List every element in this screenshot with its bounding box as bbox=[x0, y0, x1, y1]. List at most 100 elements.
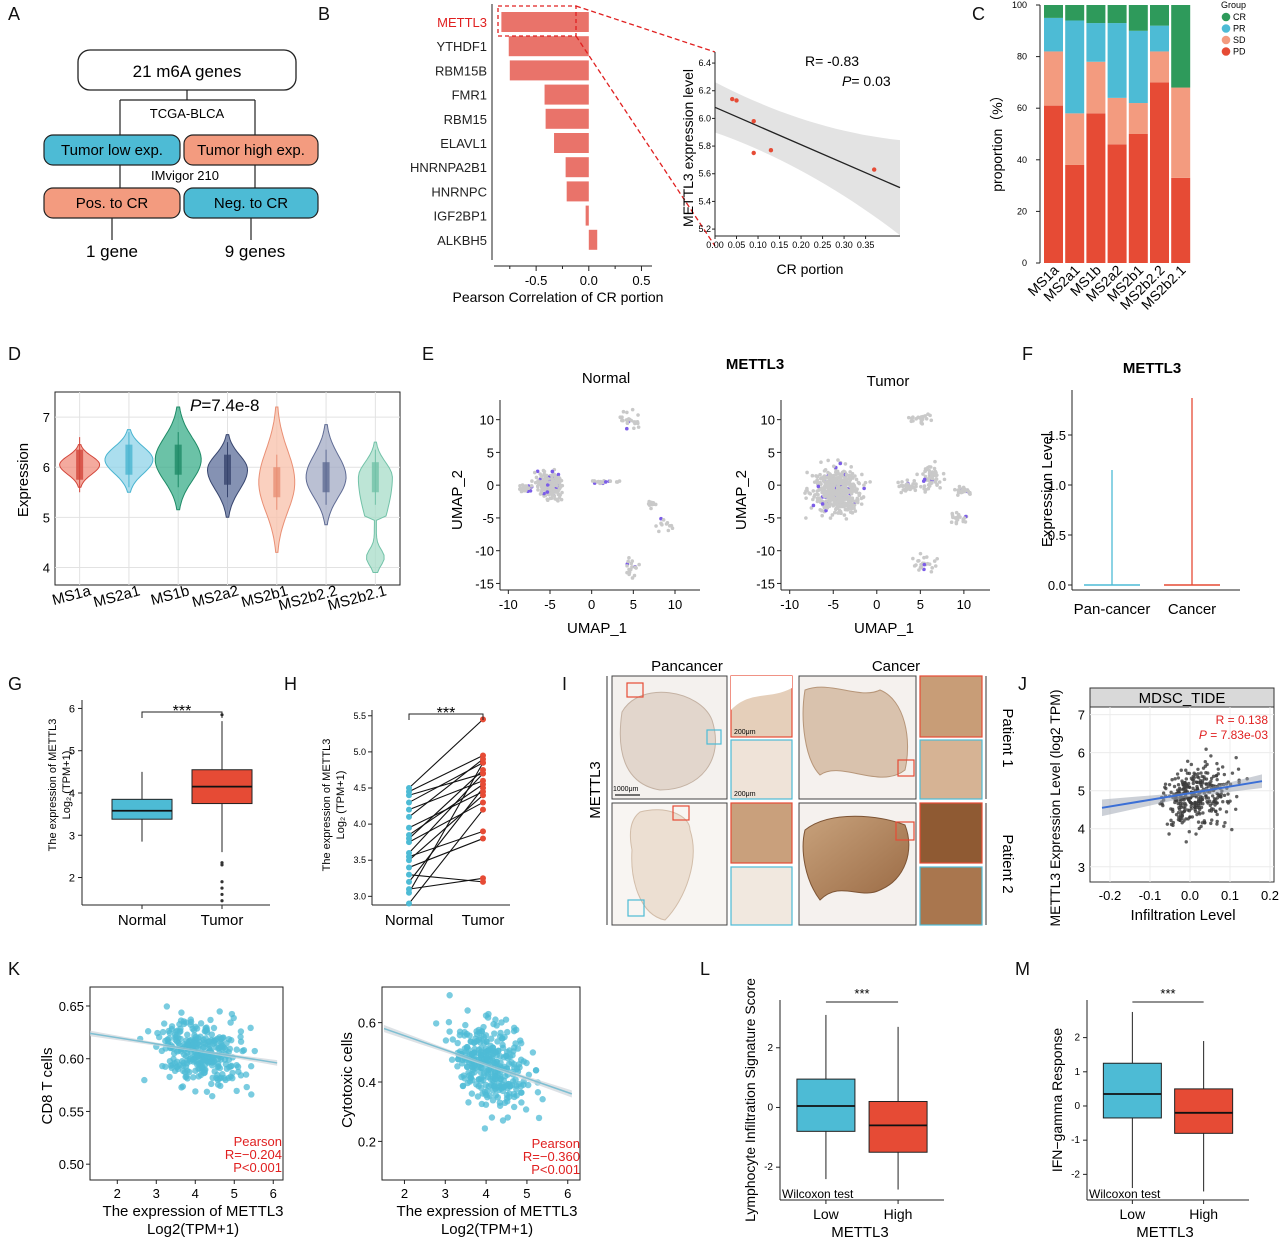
e-tumor-cell bbox=[935, 482, 939, 487]
e-normal-cell bbox=[630, 576, 635, 580]
e-normal-cell bbox=[660, 522, 664, 527]
j-point bbox=[1210, 794, 1215, 798]
j-point bbox=[1223, 821, 1227, 825]
g-outlier bbox=[220, 899, 224, 903]
e-tumor-y-tick-label: 10 bbox=[761, 413, 775, 428]
b-scatter-x-tick-label: 0.30 bbox=[835, 240, 853, 250]
e-tumor-cell bbox=[821, 488, 825, 493]
b-scatter-point bbox=[751, 118, 756, 124]
g-y-tick-label: 4 bbox=[69, 788, 75, 800]
j-point bbox=[1216, 793, 1221, 797]
d-x-tick-label: MS2a1 bbox=[92, 582, 142, 611]
j-point bbox=[1203, 764, 1208, 768]
k2-marks-point bbox=[481, 1088, 489, 1096]
k1-marks-point bbox=[211, 1068, 218, 1075]
e-tumor-cell bbox=[954, 521, 959, 526]
panel-letter-f: F bbox=[1022, 344, 1033, 364]
m-xlabel: METTL3 bbox=[1136, 1224, 1194, 1241]
k1-marks-point bbox=[193, 1025, 201, 1032]
j-point bbox=[1177, 805, 1181, 810]
k2-marks-point bbox=[499, 1035, 506, 1042]
e-tumor-cell bbox=[961, 485, 966, 490]
e-tumor-x-tick-label: -5 bbox=[827, 597, 839, 612]
k2-marks-point bbox=[482, 1081, 490, 1089]
e-tumor-cell bbox=[922, 567, 926, 572]
h-pair-line bbox=[408, 755, 484, 793]
b-bar-label-hnrnpa2b1: HNRNPA2B1 bbox=[410, 160, 487, 175]
panel-f-violin: METTL3 Pan-cancer Cancer 0.0 0.5 1.0 1.5 Expr… bbox=[1039, 360, 1240, 618]
e-normal-cell bbox=[632, 426, 636, 431]
j-point bbox=[1180, 821, 1184, 825]
c-legend-label-cr: CR bbox=[1233, 12, 1246, 22]
e-tumor-cell bbox=[922, 555, 926, 560]
j-point bbox=[1187, 771, 1192, 776]
e-tumor-cell bbox=[919, 565, 924, 569]
panel-k-cytotoxic-scatter: 2 3 4 5 60.20.40.6 Pearson R=−0.360 P<0.001 … bbox=[339, 986, 581, 1238]
m-marks-low-box bbox=[1102, 1062, 1162, 1119]
k2-marks-point bbox=[506, 1083, 514, 1090]
e-tumor-cell bbox=[850, 475, 855, 480]
k2-marks-point bbox=[499, 1117, 507, 1124]
k1-marks-point bbox=[227, 1019, 234, 1026]
h-y-tick-label: 4.5 bbox=[353, 783, 366, 793]
e-tumor-cell bbox=[837, 472, 842, 477]
k1-marks-point bbox=[233, 1087, 240, 1095]
e-normal-cell bbox=[535, 469, 540, 474]
e-tumor-cell bbox=[955, 515, 960, 520]
e-tumor-cell bbox=[830, 513, 835, 517]
e-tumor-cell bbox=[804, 496, 808, 500]
k2-marks-x-tick-label: 4 bbox=[482, 1186, 489, 1201]
e-tumor-cell bbox=[843, 491, 848, 495]
h-normal-point bbox=[406, 889, 412, 896]
e-normal-cell bbox=[560, 490, 564, 495]
e-normal-cell bbox=[553, 474, 557, 478]
j-point bbox=[1170, 777, 1174, 782]
k1-marks-point bbox=[235, 1068, 242, 1075]
tcga-label: TCGA-BLCA bbox=[150, 106, 225, 121]
k2-marks-point bbox=[484, 1057, 491, 1065]
e-tumor-cell bbox=[825, 502, 829, 507]
g-sig-bracket bbox=[141, 711, 223, 718]
e-tumor-cell bbox=[900, 480, 904, 484]
b-scatter-x-tick-label: 0.05 bbox=[728, 240, 746, 250]
k1-marks-point bbox=[202, 1027, 209, 1034]
e-tumor-cell bbox=[834, 496, 839, 500]
e-normal-cell bbox=[624, 418, 629, 422]
i-zoom-blue-1 bbox=[730, 739, 793, 800]
b-bar-hnrnpa2b1 bbox=[565, 157, 589, 178]
e-tumor-cell bbox=[863, 480, 868, 485]
j-point bbox=[1221, 800, 1225, 804]
k1-marks-point bbox=[165, 1035, 173, 1042]
b-scatter-fit-line bbox=[714, 106, 901, 189]
k2-xlabel2: Log2(TPM+1) bbox=[441, 1221, 533, 1238]
k2-marks-point bbox=[432, 1020, 440, 1027]
j-point bbox=[1201, 811, 1205, 815]
c-y-tick-label: 0 bbox=[1022, 258, 1027, 268]
e-tumor-y-tick-label: -5 bbox=[763, 511, 775, 526]
e-tumor-cell bbox=[923, 474, 928, 479]
g-outlier bbox=[220, 892, 224, 897]
e-tumor-cell bbox=[923, 414, 928, 418]
j-point bbox=[1203, 759, 1207, 764]
b-bar-label-igf2bp1: IGF2BP1 bbox=[434, 209, 487, 224]
b-bar-elavl1 bbox=[554, 133, 589, 153]
e-tumor-cell bbox=[916, 559, 920, 563]
e-tumor-cell bbox=[820, 513, 824, 518]
k2-marks-point bbox=[494, 1094, 501, 1101]
f-y-tick-label: 0.5 bbox=[1048, 528, 1066, 543]
b-scatter-x-tick-label: 0.10 bbox=[749, 240, 767, 250]
k1-marks-point bbox=[229, 1069, 236, 1077]
e-normal-cell bbox=[539, 482, 544, 487]
c-ylabel: proportion（%） bbox=[989, 88, 1005, 192]
c-bar-ms2b2.2-pr bbox=[1150, 25, 1169, 52]
e-normal-cell bbox=[630, 559, 635, 563]
k2-marks-point bbox=[486, 1092, 493, 1099]
k1-marks-point bbox=[228, 1010, 236, 1018]
h-pair-line bbox=[408, 758, 484, 818]
h-marks: 3.0 3.5 4.0 4.5 5.0 5.5 Normal Tumor *** bbox=[353, 705, 510, 929]
e-tumor-cell bbox=[811, 489, 816, 493]
e-tumor-cell bbox=[826, 480, 831, 485]
k2-marks-point bbox=[500, 1083, 508, 1091]
b-bar-hnrnpc bbox=[566, 181, 589, 202]
